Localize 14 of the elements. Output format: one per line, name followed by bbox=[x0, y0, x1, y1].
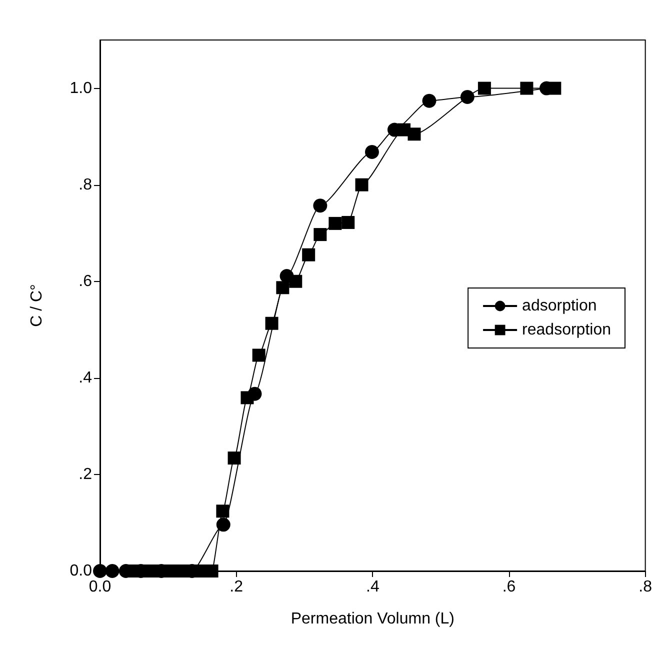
y-tick-label: .4 bbox=[78, 369, 92, 386]
y-tick-label: 0.0 bbox=[70, 562, 92, 580]
y-tick-label: .6 bbox=[78, 272, 92, 290]
x-axis-title: Permeation Volumn (L) bbox=[290, 610, 454, 628]
x-tick-label: .4 bbox=[366, 578, 380, 596]
y-tick-label: .2 bbox=[78, 466, 92, 483]
legend-label: adsorption bbox=[522, 298, 597, 314]
legend-label: readsorption bbox=[522, 322, 612, 338]
x-tick-label: .2 bbox=[230, 578, 244, 596]
y-axis-title: C / C° bbox=[28, 284, 46, 327]
y-tick-label: 1.0 bbox=[70, 80, 92, 97]
x-tick-label: .8 bbox=[638, 578, 652, 596]
x-tick-label: .6 bbox=[502, 578, 516, 596]
y-tick-label: .8 bbox=[78, 176, 92, 194]
